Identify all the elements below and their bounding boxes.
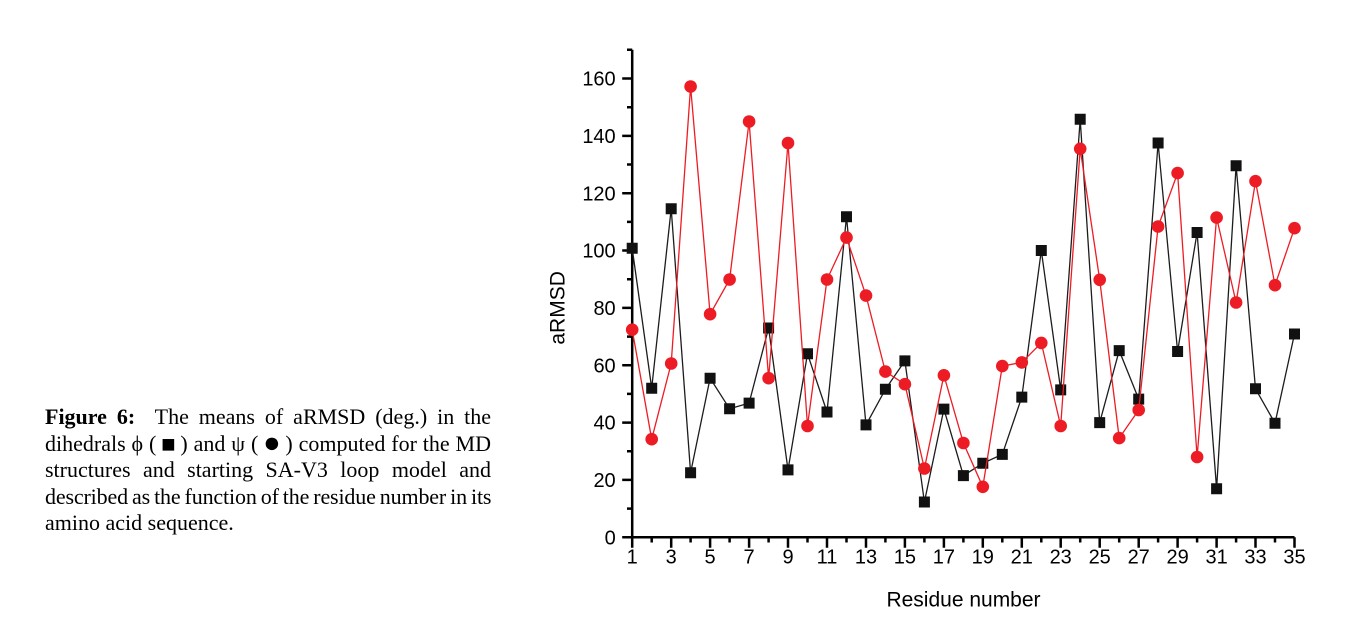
svg-text:160: 160 [582,69,615,91]
svg-text:1: 1 [627,547,638,569]
svg-text:7: 7 [744,547,755,569]
svg-text:0: 0 [605,527,616,549]
svg-text:25: 25 [1089,547,1111,569]
svg-text:13: 13 [855,547,877,569]
svg-text:17: 17 [933,547,955,569]
svg-text:40: 40 [593,413,615,435]
svg-text:23: 23 [1050,547,1072,569]
svg-text:27: 27 [1128,547,1150,569]
svg-text:20: 20 [593,470,615,492]
svg-text:15: 15 [894,547,916,569]
svg-text:11: 11 [817,547,838,569]
svg-text:60: 60 [593,355,615,377]
svg-text:9: 9 [782,547,793,569]
svg-text:Residue number: Residue number [886,589,1040,612]
svg-text:29: 29 [1166,547,1188,569]
svg-text:140: 140 [582,126,615,148]
svg-text:33: 33 [1244,547,1266,569]
svg-text:aRMSD: aRMSD [547,271,570,345]
svg-text:3: 3 [666,547,677,569]
svg-text:5: 5 [705,547,716,569]
svg-text:100: 100 [582,241,615,263]
svg-text:80: 80 [593,298,615,320]
svg-text:31: 31 [1205,547,1227,569]
svg-text:120: 120 [582,183,615,205]
svg-text:19: 19 [972,547,994,569]
svg-text:35: 35 [1283,547,1305,569]
svg-text:21: 21 [1011,547,1033,569]
